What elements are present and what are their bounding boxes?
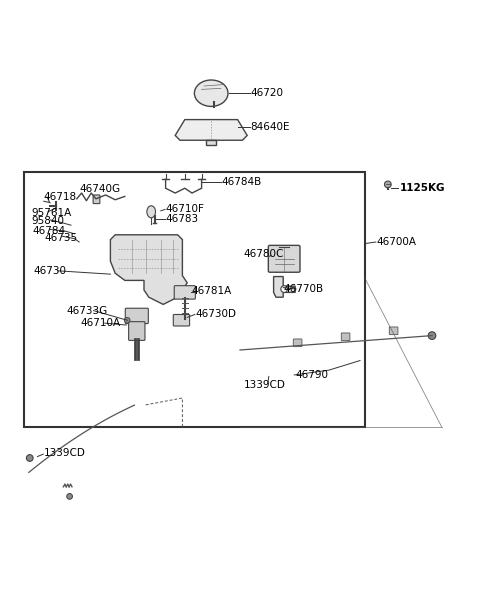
Text: 46784B: 46784B <box>222 177 262 187</box>
FancyBboxPatch shape <box>129 322 145 341</box>
Text: 46730: 46730 <box>34 266 67 276</box>
FancyBboxPatch shape <box>268 245 300 272</box>
Text: 46784: 46784 <box>33 226 66 236</box>
Circle shape <box>67 493 72 500</box>
Text: 46783: 46783 <box>166 214 199 225</box>
Text: 46730D: 46730D <box>196 309 237 318</box>
Text: 46781A: 46781A <box>191 286 231 297</box>
FancyBboxPatch shape <box>173 315 190 326</box>
FancyBboxPatch shape <box>125 308 148 324</box>
Circle shape <box>281 286 288 292</box>
Circle shape <box>428 332 436 339</box>
Text: 46735: 46735 <box>45 233 78 243</box>
Text: 46710A: 46710A <box>81 318 121 328</box>
Circle shape <box>26 455 33 461</box>
Text: 46718: 46718 <box>43 192 76 202</box>
Text: 1125KG: 1125KG <box>399 183 445 193</box>
Text: 46710F: 46710F <box>166 204 204 214</box>
Text: 46770B: 46770B <box>283 284 324 294</box>
FancyBboxPatch shape <box>341 333 350 341</box>
Ellipse shape <box>194 80 228 106</box>
Text: 46790: 46790 <box>295 370 328 380</box>
Circle shape <box>124 317 130 323</box>
Text: 46740G: 46740G <box>79 184 120 194</box>
FancyBboxPatch shape <box>174 286 195 299</box>
Text: 84640E: 84640E <box>251 122 290 132</box>
Polygon shape <box>274 277 295 297</box>
Polygon shape <box>206 140 216 145</box>
Polygon shape <box>110 235 187 304</box>
Text: 95761A: 95761A <box>31 208 72 218</box>
Circle shape <box>384 181 391 188</box>
Text: 46780C: 46780C <box>243 249 284 259</box>
FancyBboxPatch shape <box>389 327 398 335</box>
Ellipse shape <box>147 206 156 218</box>
Text: 1339CD: 1339CD <box>44 448 86 458</box>
Text: 46700A: 46700A <box>377 237 417 247</box>
Text: 95840: 95840 <box>31 216 64 226</box>
FancyBboxPatch shape <box>93 195 100 204</box>
FancyBboxPatch shape <box>293 339 302 347</box>
Text: 46733G: 46733G <box>66 306 108 316</box>
Text: 46720: 46720 <box>251 88 284 98</box>
Text: 1339CD: 1339CD <box>243 380 285 390</box>
Polygon shape <box>175 120 247 140</box>
